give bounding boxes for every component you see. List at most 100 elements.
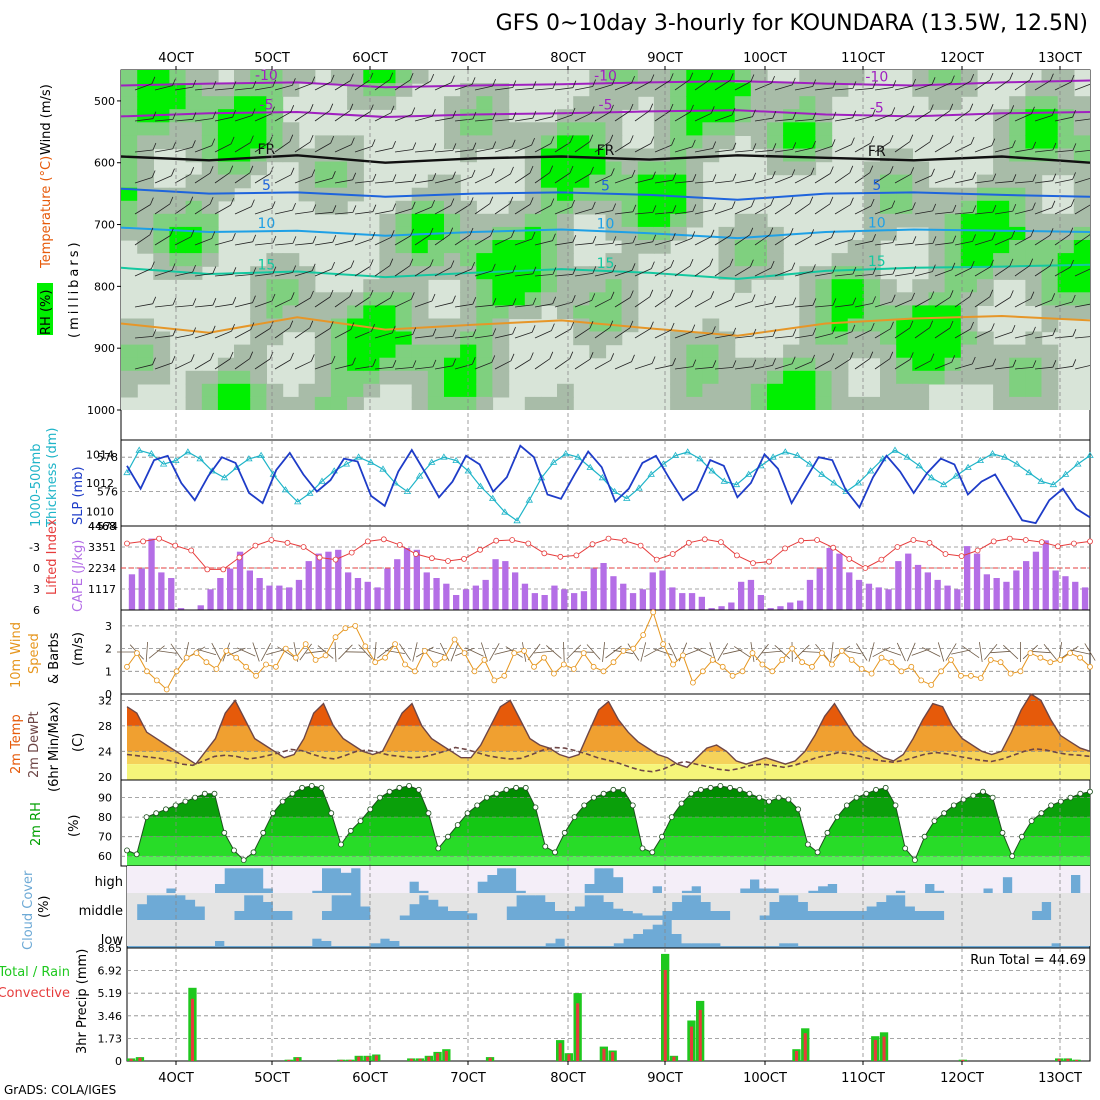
wind-barb [494, 333, 513, 339]
wind-barb [334, 329, 352, 339]
cloud-cell [165, 893, 177, 896]
wind-barb-flag [909, 320, 914, 329]
wind-barb [134, 234, 151, 246]
thickness-line-marker [1086, 451, 1094, 458]
li-line-marker [204, 566, 211, 573]
li-line-marker [557, 553, 564, 560]
cloud-cell [1060, 893, 1071, 920]
wind10m-speed-marker [650, 609, 657, 616]
wind-barb-flag [250, 322, 255, 330]
rh-cell [993, 344, 1010, 359]
wind-barb [374, 181, 393, 184]
rh-cell [460, 370, 477, 385]
cape-bar [266, 585, 273, 610]
wind-barb [934, 361, 952, 370]
wind-barb-flag [1009, 72, 1014, 80]
rh2m-line-marker [182, 798, 189, 805]
cape-bar [551, 585, 558, 610]
cloud-cell [263, 866, 274, 889]
wind-barb [1034, 115, 1053, 122]
rh2m-line-marker [347, 827, 354, 834]
rh-cell [298, 161, 316, 176]
wind10m-barb [546, 645, 562, 659]
cape-bar [777, 606, 784, 610]
axis-tick-label: 28 [98, 720, 112, 733]
rh2m-line [126, 785, 1091, 862]
cloud-label-a: Cloud Cover [21, 870, 36, 950]
thickness-line-marker [805, 460, 814, 467]
wind-barb [294, 270, 313, 277]
rh-cell [282, 396, 300, 410]
wind-barb [554, 301, 573, 308]
wind-barb-flag [692, 174, 697, 182]
wind-barb [454, 335, 473, 339]
axis-tick-label: 4468 [88, 520, 116, 533]
wind-barb [754, 234, 771, 246]
li-line-marker [653, 556, 660, 563]
wind-barb [814, 305, 833, 308]
rh-cell [444, 213, 461, 228]
axis-tick-label: 90 [98, 792, 112, 805]
rh-cell [460, 226, 477, 241]
cloud-cell [516, 893, 527, 896]
wind10m-speed-marker [233, 654, 240, 661]
isotherm-line [121, 154, 1090, 164]
rh-cell [799, 383, 817, 398]
wind-barb-flag [772, 329, 777, 337]
cloud-cell [885, 893, 896, 896]
cloud-cell [175, 893, 186, 896]
rh2m-line-marker [600, 790, 607, 797]
cloud-cell [807, 866, 819, 891]
wind-barb [1014, 181, 1033, 184]
li-line-marker [974, 547, 981, 554]
wind-barb [534, 172, 550, 184]
wind-barb [1014, 236, 1031, 246]
temp2m-grid [121, 694, 1090, 780]
thickness-label-b: Thickness (dm) [45, 428, 60, 528]
wind-barb-flag [372, 204, 377, 212]
rh-cell [621, 213, 639, 228]
axis-tick-label: 800 [94, 280, 115, 293]
rh2m-line-marker [785, 796, 792, 803]
cloud-cell [350, 866, 361, 869]
rh-cell [1057, 240, 1075, 254]
rh-cell [121, 161, 138, 176]
rh-cell [1073, 187, 1090, 202]
wind10m-barb [399, 643, 411, 661]
wind-barb [594, 327, 611, 339]
rh-cell [734, 253, 752, 267]
rh-band [127, 817, 1090, 837]
wind-barb [254, 141, 271, 153]
wind-barb-flag [770, 197, 775, 206]
li-line-marker [878, 556, 885, 563]
wind10m-barb [1084, 643, 1096, 661]
precip-convective-bar [436, 1053, 440, 1061]
wind10m-barb [979, 642, 983, 662]
wind-barb-flag [471, 77, 476, 85]
li-line-marker [605, 535, 612, 542]
wind-barb [614, 211, 633, 215]
wind10m-barb [717, 643, 729, 661]
wind-barb [634, 110, 650, 122]
cloud-cell [944, 920, 955, 946]
li-line-marker [220, 566, 227, 573]
rh-cell [880, 370, 897, 385]
rh-cell [330, 383, 348, 398]
rh-cell [1057, 148, 1075, 163]
li-line-marker [718, 539, 724, 545]
precip-convective-bar [366, 1056, 370, 1061]
wind-barb-flag [772, 143, 777, 151]
rh-cell [831, 292, 849, 306]
li-line-marker [669, 551, 676, 557]
rh-cell [944, 70, 962, 84]
wind-barb [474, 362, 492, 370]
rh-cell [298, 318, 316, 333]
li-line-marker [798, 537, 804, 544]
wind-barb-flag [871, 109, 876, 117]
cloud-cell [1012, 893, 1023, 920]
rh-cell [621, 161, 639, 176]
wind-barb [694, 297, 711, 308]
isotherm-label: -5 [259, 98, 273, 114]
thickness-line-marker [159, 460, 168, 467]
